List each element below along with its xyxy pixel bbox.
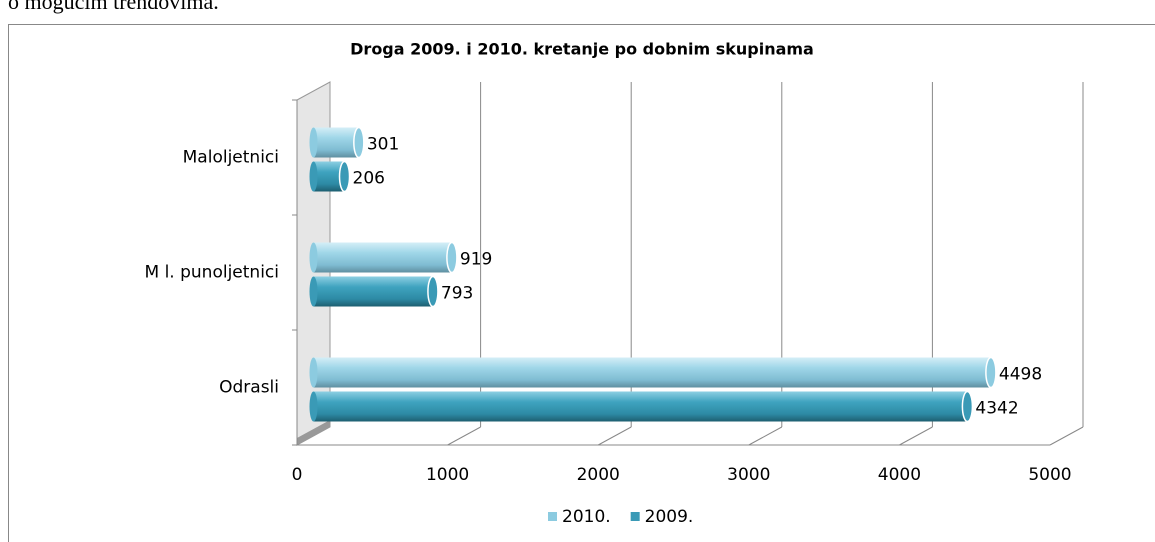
grid-line-floor <box>447 426 481 446</box>
bar-end <box>446 241 458 274</box>
side-wall-floor <box>297 420 330 445</box>
bar <box>313 242 452 273</box>
data-label: 919 <box>460 250 492 270</box>
data-label: 4498 <box>999 365 1042 385</box>
y-tick-label: M l. punoljetnici <box>145 263 279 283</box>
legend-label: 2009. <box>645 507 694 527</box>
bar-cap <box>309 242 318 273</box>
x-tick-label: 2000 <box>577 465 620 485</box>
legend-swatch <box>548 512 557 521</box>
grid-line-floor <box>899 426 933 446</box>
bar-end <box>961 390 974 423</box>
bar-end <box>338 160 351 193</box>
bar <box>313 276 433 307</box>
grid-line-floor <box>1049 426 1084 446</box>
x-tick-label: 3000 <box>727 465 770 485</box>
legend-label: 2010. <box>562 507 611 527</box>
data-label: 206 <box>353 169 385 189</box>
bar <box>313 127 359 158</box>
y-tick-label: Odrasli <box>219 378 279 398</box>
bar-cap <box>309 357 318 388</box>
bar-cap <box>309 391 318 422</box>
x-tick-label: 0 <box>292 465 303 485</box>
document-text: o mogućim trendovima. <box>8 0 219 14</box>
bar-cap <box>309 161 318 192</box>
data-label: 301 <box>367 135 399 155</box>
grid-line-floor <box>597 426 632 446</box>
bar-cap <box>309 276 318 307</box>
data-label: 793 <box>441 284 473 304</box>
bar <box>313 391 968 422</box>
bar <box>313 357 991 388</box>
chart-title: Droga 2009. i 2010. kretanje po dobnim s… <box>350 40 814 59</box>
bar-end <box>353 126 365 159</box>
legend-swatch <box>630 512 640 521</box>
bar-cap <box>309 127 318 158</box>
bar-end <box>427 275 439 308</box>
data-label: 4342 <box>975 399 1018 419</box>
bar-end <box>985 356 997 389</box>
y-tick-label: Maloljetnici <box>183 148 279 168</box>
grid-line-floor <box>748 426 783 446</box>
x-tick-label: 1000 <box>426 465 469 485</box>
chart-frame <box>8 24 1155 542</box>
x-tick-label: 5000 <box>1028 465 1071 485</box>
x-tick-label: 4000 <box>878 465 921 485</box>
